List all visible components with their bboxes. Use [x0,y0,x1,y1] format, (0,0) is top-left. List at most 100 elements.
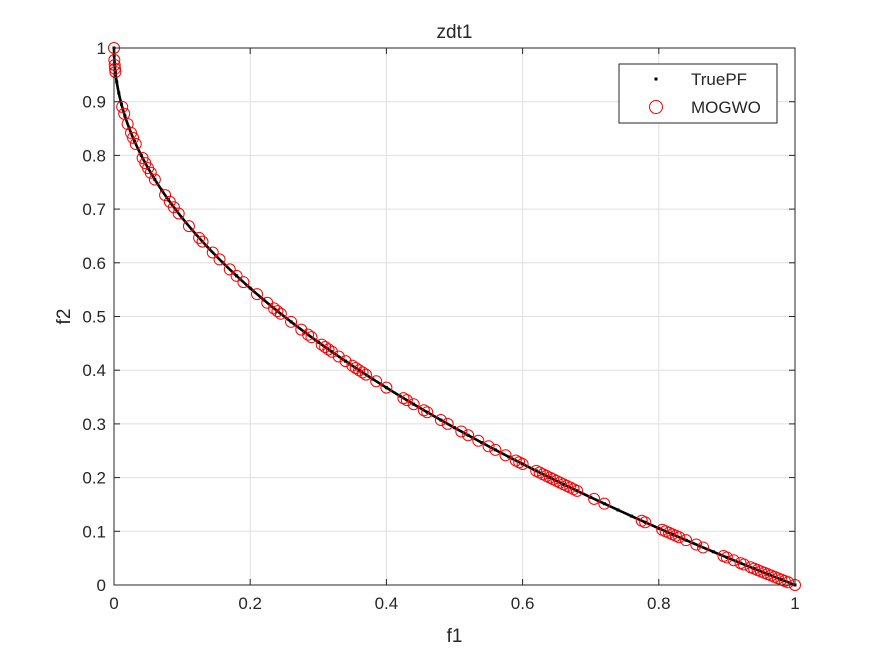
mogwo-point [359,368,372,381]
y-tick-label: 0.9 [82,93,106,112]
truepf-point [425,410,429,414]
truepf-point [548,476,552,480]
mogwo-point [400,394,413,407]
mogwo-point [673,531,686,544]
mogwo-point [302,328,315,341]
mogwo-point [499,449,512,462]
chart-title: zdt1 [437,22,473,43]
mogwo-point [489,443,502,456]
truepf-point [575,489,579,493]
truepf-point [123,114,127,118]
legend-label-mogwo: MOGWO [691,98,761,117]
truepf-point [398,394,402,398]
grid [113,47,796,586]
truepf-point [766,572,770,576]
mogwo-point [434,414,447,427]
y-tick-label: 1 [97,39,106,58]
x-tick-label: 0.2 [238,594,262,613]
mogwo-point [213,253,226,266]
y-tick-label: 0.5 [82,308,106,327]
truepf-point [602,502,606,506]
mogwo-point [322,343,335,356]
mogwo-point [129,138,142,151]
x-tick-label: 0.6 [511,594,535,613]
mogwo-point [720,551,733,564]
legend-marker-truepf [654,77,658,81]
truepf-series [112,46,797,587]
mogwo-point [109,62,122,75]
x-tick-label: 0.8 [647,594,671,613]
truepf-point [589,495,593,499]
mogwo-point [332,350,345,363]
truepf-point [289,320,293,324]
mogwo-point [193,231,206,244]
truepf-point [507,455,511,459]
mogwo-point [109,66,122,79]
mogwo-point [315,338,328,351]
y-tick-label: 0.8 [82,146,106,165]
y-tick-label: 0.4 [82,361,106,380]
mogwo-point [639,516,652,529]
legend-marker-mogwo [649,100,663,114]
ticks [113,47,796,586]
truepf-point [521,462,525,466]
mogwo-point [251,288,264,301]
mogwo-point [421,406,434,419]
truepf-point [453,426,456,430]
mogwo-point [472,434,485,447]
y-tick-label: 0.2 [82,469,106,488]
mogwo-point [482,440,495,453]
mogwo-point [690,538,703,551]
mogwo-point [346,359,359,372]
truepf-point [698,544,702,548]
mogwo-point [417,404,430,417]
truepf-point [235,274,239,278]
mogwo-point [697,541,710,554]
y-tick-label: 0 [97,576,106,595]
mogwo-point [598,497,611,510]
mogwo-point [285,315,298,328]
mogwo-point [230,269,243,282]
mogwo-point [148,173,161,186]
truepf-point [153,178,157,182]
mogwo-point [237,276,250,289]
y-tick-label: 0.1 [82,522,106,541]
truepf-point [275,309,279,313]
mogwo-point [172,207,185,220]
mogwo-point [407,398,420,411]
y-tick-label: 0.6 [82,254,106,273]
mogwo-point [680,534,693,547]
truepf-point [316,340,320,344]
mogwo-point [516,457,529,470]
truepf-point [725,555,729,559]
truepf-point [684,538,688,542]
mogwo-series [108,42,801,591]
truepf-point [119,102,123,106]
mogwo-point [206,246,219,259]
mogwo-point [196,235,209,248]
truepf-point [480,441,484,445]
mogwo-point [121,117,134,130]
legend-box [618,63,778,124]
truepf-point [139,153,143,157]
mogwo-point [182,220,195,233]
truepf-point [357,368,361,372]
mogwo-point [370,375,383,388]
mogwo-point [356,366,369,379]
mogwo-point [353,364,366,377]
truepf-point [412,402,416,406]
truepf-point [466,433,470,437]
truepf-point [160,188,164,192]
mogwo-point [571,484,584,497]
mogwo-point [349,361,362,374]
tick-labels: 0 0.2 0.4 0.6 0.8 1 0 0.1 0.2 0.3 0.4 0.5 0.6 0.7 0.8 0… [82,39,799,613]
mogwo-point [782,576,795,589]
y-tick-label: 0.7 [82,200,106,219]
mogwo-point [380,381,393,394]
truepf-point [117,91,121,95]
y-tick-label: 0.3 [82,415,106,434]
mogwo-point [159,189,172,202]
mogwo-point [455,425,468,438]
mogwo-point [339,355,352,368]
